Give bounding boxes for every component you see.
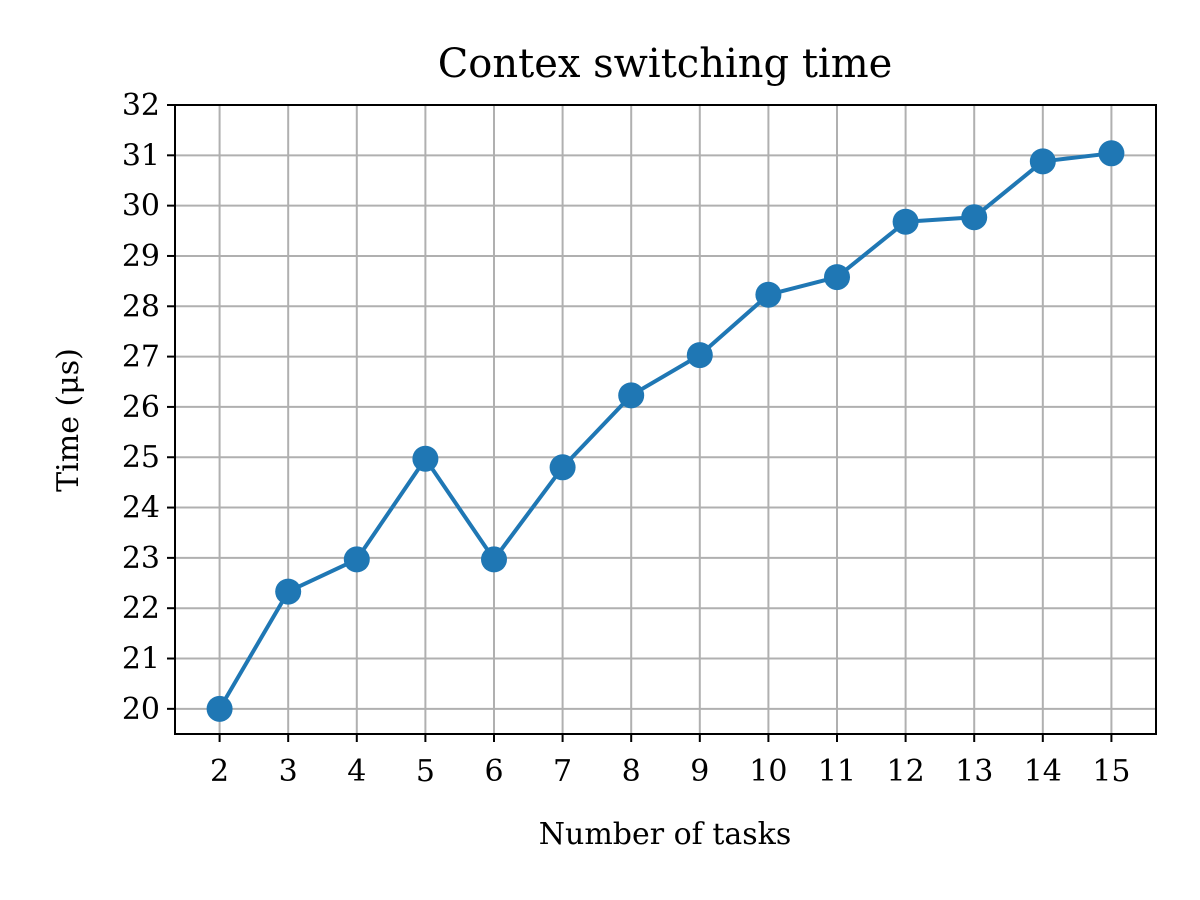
x-tick-label: 4 xyxy=(347,754,366,789)
y-tick-label: 30 xyxy=(122,189,160,224)
data-point xyxy=(686,342,713,369)
y-tick-label: 25 xyxy=(122,440,160,475)
data-point xyxy=(755,281,782,308)
chart-title: Contex switching time xyxy=(438,41,893,87)
data-point xyxy=(1098,140,1125,167)
y-tick-label: 27 xyxy=(122,340,160,375)
data-point xyxy=(549,454,576,481)
y-axis: 20 21 22 23 24 25 26 27 28 29 30 31 32 xyxy=(122,88,175,727)
x-tick-label: 14 xyxy=(1024,754,1062,789)
data-point xyxy=(343,546,370,573)
plot-area-frame xyxy=(174,104,1157,735)
y-tick-label: 21 xyxy=(122,642,160,677)
data-point xyxy=(206,695,233,722)
data-point xyxy=(824,264,851,291)
grid xyxy=(175,104,1156,734)
x-axis: 2 3 4 5 6 7 8 9 10 11 12 13 14 15 xyxy=(210,734,1131,789)
y-tick-label: 28 xyxy=(122,289,160,324)
x-tick-label: 15 xyxy=(1092,754,1130,789)
data-point xyxy=(275,578,302,605)
data-point xyxy=(961,204,988,231)
y-tick-label: 26 xyxy=(122,390,160,425)
x-tick-label: 9 xyxy=(690,754,709,789)
series xyxy=(206,140,1125,722)
x-tick-label: 13 xyxy=(955,754,993,789)
data-point xyxy=(480,546,507,573)
data-point xyxy=(618,382,645,409)
x-tick-label: 12 xyxy=(887,754,925,789)
data-point xyxy=(892,208,919,235)
y-tick-label: 24 xyxy=(122,491,160,526)
data-point xyxy=(1029,148,1056,175)
data-point xyxy=(412,445,439,472)
x-tick-label: 8 xyxy=(622,754,641,789)
x-tick-label: 5 xyxy=(416,754,435,789)
y-tick-label: 31 xyxy=(122,138,160,173)
x-axis-label: Number of tasks xyxy=(539,817,791,852)
x-tick-label: 10 xyxy=(749,754,787,789)
y-tick-label: 23 xyxy=(122,541,160,576)
x-tick-label: 6 xyxy=(484,754,503,789)
x-tick-label: 11 xyxy=(818,754,856,789)
series-line xyxy=(217,151,1112,710)
y-tick-label: 20 xyxy=(122,692,160,727)
y-tick-label: 32 xyxy=(122,88,160,123)
x-tick-label: 2 xyxy=(210,754,229,789)
x-tick-label: 7 xyxy=(553,754,572,789)
y-tick-label: 29 xyxy=(122,239,160,274)
x-tick-label: 3 xyxy=(279,754,298,789)
y-tick-label: 22 xyxy=(122,591,160,626)
y-axis-label: Time (μs) xyxy=(51,348,86,492)
